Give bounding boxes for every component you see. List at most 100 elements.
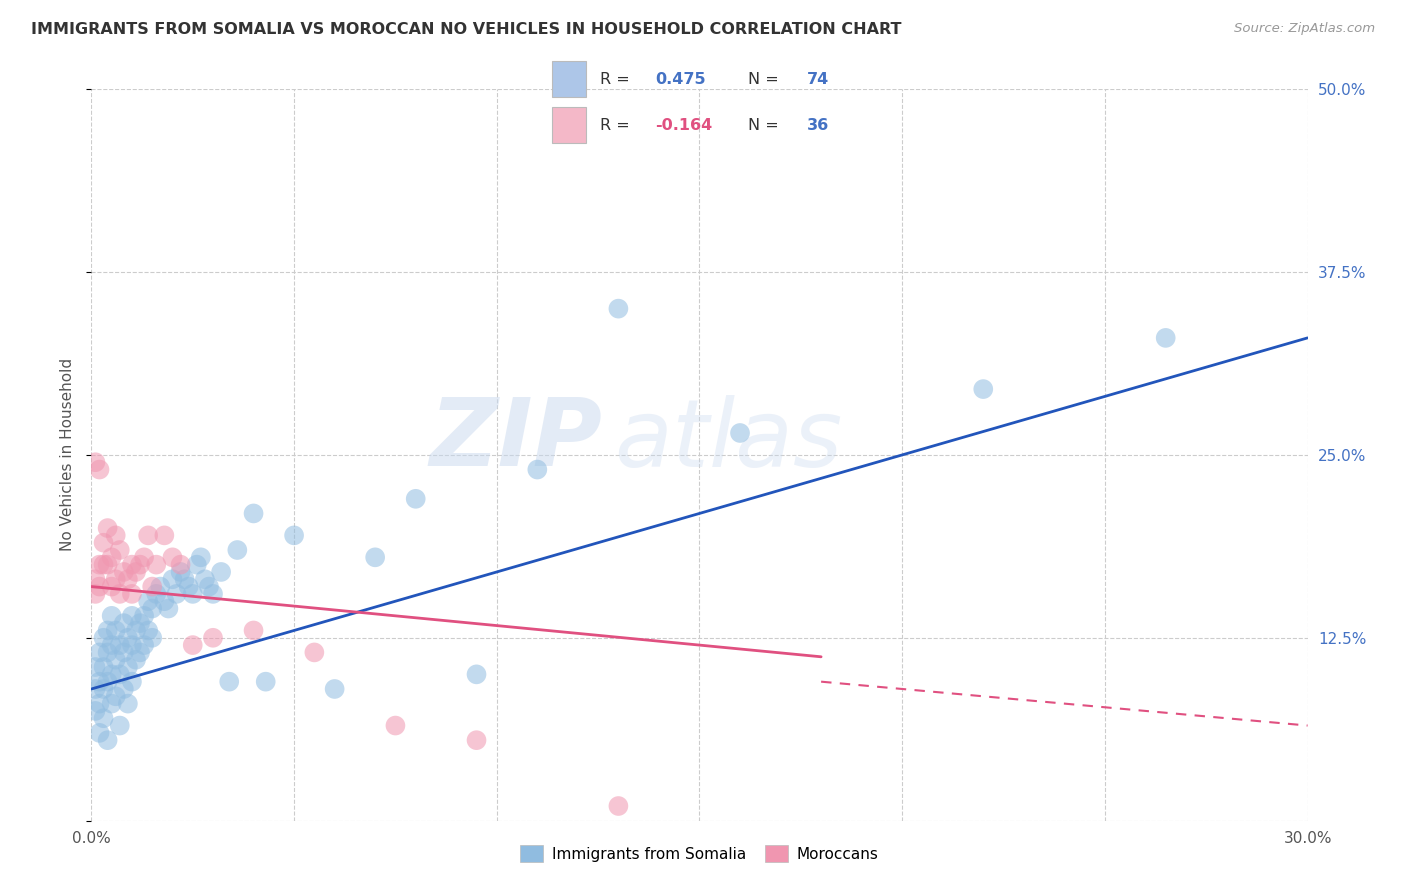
Point xyxy=(607,799,630,814)
Point xyxy=(242,507,264,521)
Text: atlas: atlas xyxy=(614,395,842,486)
Point xyxy=(84,681,107,696)
Text: Source: ZipAtlas.com: Source: ZipAtlas.com xyxy=(1234,22,1375,36)
Point xyxy=(117,631,139,645)
Point xyxy=(323,681,346,696)
Point xyxy=(209,565,232,579)
Point xyxy=(97,558,120,572)
Point xyxy=(108,587,131,601)
Point xyxy=(108,543,131,558)
Point xyxy=(93,660,115,674)
Text: -0.164: -0.164 xyxy=(655,119,713,133)
Point xyxy=(194,572,217,586)
Point xyxy=(108,638,131,652)
Point xyxy=(242,624,264,638)
Point xyxy=(304,645,326,659)
Point xyxy=(84,660,107,674)
Point xyxy=(89,645,111,659)
Point xyxy=(112,681,135,696)
Point xyxy=(283,528,305,542)
Point xyxy=(198,580,221,594)
Point xyxy=(84,704,107,718)
Point xyxy=(100,608,122,623)
Point xyxy=(226,543,249,558)
Point xyxy=(162,572,184,586)
Point xyxy=(972,382,994,396)
Point xyxy=(405,491,427,506)
Point xyxy=(177,580,200,594)
Point xyxy=(100,697,122,711)
Point xyxy=(141,601,163,615)
Point xyxy=(125,565,148,579)
Point xyxy=(364,550,387,565)
Point xyxy=(89,726,111,740)
Point xyxy=(117,697,139,711)
Point xyxy=(153,528,176,542)
Text: 0.475: 0.475 xyxy=(655,72,706,87)
Point xyxy=(100,667,122,681)
Point xyxy=(169,558,191,572)
Point xyxy=(97,733,120,747)
Point xyxy=(108,667,131,681)
Point xyxy=(100,638,122,652)
Point xyxy=(93,535,115,549)
Point xyxy=(186,558,208,572)
Point xyxy=(117,572,139,586)
Point xyxy=(93,681,115,696)
Point xyxy=(181,587,204,601)
Point xyxy=(84,455,107,469)
Point xyxy=(136,528,159,542)
Point xyxy=(100,550,122,565)
Point xyxy=(465,667,488,681)
Point xyxy=(125,624,148,638)
Point xyxy=(526,462,548,476)
Point xyxy=(136,594,159,608)
Point xyxy=(190,550,212,565)
Point xyxy=(129,558,152,572)
Point xyxy=(121,638,143,652)
Point xyxy=(141,580,163,594)
Point xyxy=(108,718,131,732)
Bar xyxy=(551,62,586,97)
Point xyxy=(132,608,155,623)
Point xyxy=(104,690,127,704)
Point xyxy=(384,718,406,732)
Point xyxy=(112,565,135,579)
Point xyxy=(607,301,630,316)
Point xyxy=(121,587,143,601)
Point xyxy=(121,674,143,689)
Point xyxy=(153,594,176,608)
Point xyxy=(121,558,143,572)
Point xyxy=(112,645,135,659)
Point xyxy=(218,674,240,689)
Point xyxy=(97,674,120,689)
Point xyxy=(1154,331,1177,345)
Point xyxy=(121,608,143,623)
Point xyxy=(728,425,751,440)
Text: IMMIGRANTS FROM SOMALIA VS MOROCCAN NO VEHICLES IN HOUSEHOLD CORRELATION CHART: IMMIGRANTS FROM SOMALIA VS MOROCCAN NO V… xyxy=(31,22,901,37)
Point xyxy=(129,645,152,659)
Bar xyxy=(551,107,586,144)
Text: ZIP: ZIP xyxy=(429,394,602,486)
Text: R =: R = xyxy=(600,72,634,87)
Point xyxy=(141,631,163,645)
Point xyxy=(84,587,107,601)
Text: N =: N = xyxy=(748,119,785,133)
Point xyxy=(202,631,225,645)
Point xyxy=(89,674,111,689)
Point xyxy=(145,587,167,601)
Point xyxy=(173,572,195,586)
Point xyxy=(254,674,277,689)
Point xyxy=(117,660,139,674)
Point xyxy=(157,601,180,615)
Point xyxy=(169,565,191,579)
Point xyxy=(136,624,159,638)
Text: R =: R = xyxy=(600,119,634,133)
Point xyxy=(112,616,135,631)
Point xyxy=(104,572,127,586)
Y-axis label: No Vehicles in Household: No Vehicles in Household xyxy=(60,359,76,551)
Point xyxy=(89,462,111,476)
Point xyxy=(132,638,155,652)
Point xyxy=(162,550,184,565)
Point xyxy=(149,580,172,594)
